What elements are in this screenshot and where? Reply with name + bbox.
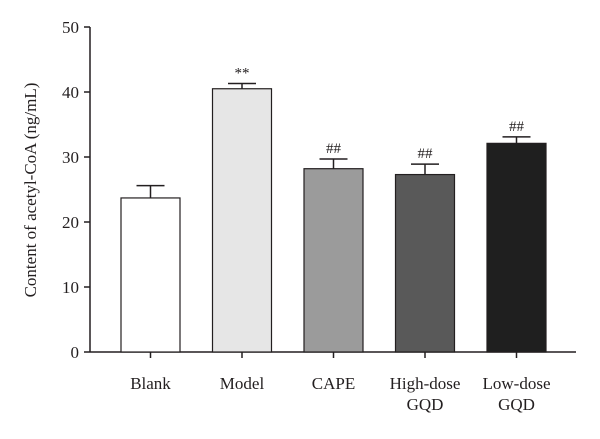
significance-label: ## (418, 146, 434, 162)
y-tick-label: 40 (62, 83, 79, 102)
bar (394, 173, 456, 353)
y-axis-title: Content of acetyl-CoA (ng/mL) (21, 83, 40, 298)
significance-label: ## (326, 141, 342, 157)
x-tick-label: High-dose GQD (390, 374, 461, 414)
y-tick-label: 30 (62, 148, 79, 167)
x-tick-label: Low-dose GQD (483, 374, 551, 414)
y-tick-label: 50 (62, 18, 79, 37)
x-tick-label: Blank (130, 374, 171, 393)
x-tick-label: Model (220, 374, 265, 393)
bar (486, 142, 547, 353)
plot-area: 0 10 20 30 40 50 Blank ** Model ## CAPE ## High-dose… (62, 18, 576, 414)
significance-label: ## (509, 119, 525, 135)
y-tick-label: 20 (62, 213, 79, 232)
x-tick-label: CAPE (312, 374, 355, 393)
bar (120, 197, 181, 353)
y-tick-label: 0 (71, 343, 80, 362)
bar (211, 88, 273, 353)
significance-label: ** (235, 66, 250, 82)
y-tick-label: 10 (62, 278, 79, 297)
bar (303, 168, 364, 353)
